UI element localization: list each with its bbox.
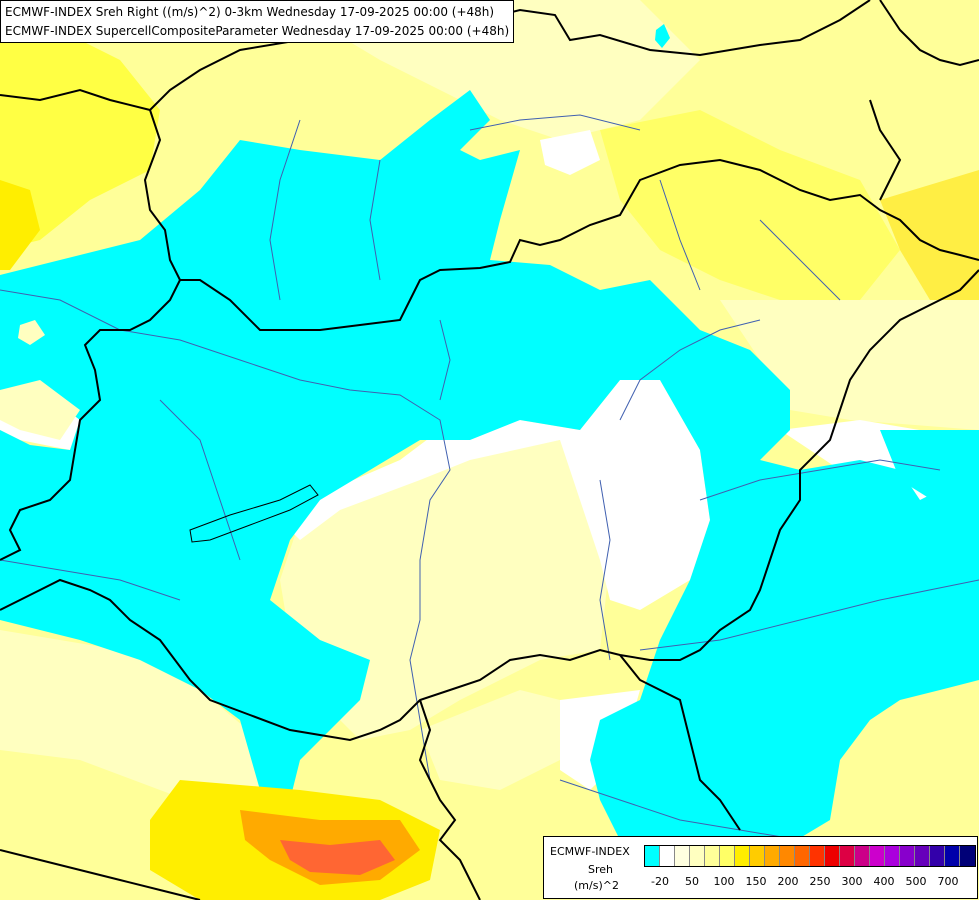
legend-color-swatches	[644, 845, 976, 867]
border-west	[0, 279, 181, 561]
white-area-north	[540, 130, 600, 175]
legend-tick-labels: -20 50 100 150 200 250 300 400 500 700	[644, 875, 967, 889]
legend-variable: Sreh	[588, 863, 614, 876]
legend-swatch	[870, 846, 885, 866]
river-5	[699, 459, 941, 501]
river-9	[369, 159, 381, 281]
legend-tick-label: 300	[841, 875, 863, 888]
title-line-scp: ECMWF-INDEX SupercellCompositeParameter …	[5, 24, 510, 38]
legend-swatch	[750, 846, 765, 866]
legend-swatch	[915, 846, 930, 866]
legend-swatch	[930, 846, 945, 866]
legend-swatch	[885, 846, 900, 866]
red-core-south	[280, 840, 395, 875]
legend-swatch	[645, 846, 660, 866]
river-1	[0, 289, 451, 781]
legend-tick-label: 50	[685, 875, 699, 888]
legend-swatch	[705, 846, 720, 866]
legend-swatch	[960, 846, 975, 866]
border-north-4	[869, 99, 902, 201]
pale-patch-small	[18, 320, 45, 345]
legend-swatch	[840, 846, 855, 866]
legend-swatch	[780, 846, 795, 866]
river-10	[469, 114, 641, 131]
legend-swatch	[825, 846, 840, 866]
river-3	[599, 479, 611, 661]
pale-area-south	[420, 690, 560, 790]
border-south-2	[619, 654, 741, 831]
legend-swatch	[855, 846, 870, 866]
legend-swatch	[735, 846, 750, 866]
map-title-box: ECMWF-INDEX Sreh Right ((m/s)^2) 0-3km W…	[0, 0, 515, 43]
legend-tick-label: 150	[745, 875, 767, 888]
lake	[189, 484, 319, 543]
legend-tick-label: 700	[937, 875, 959, 888]
river-11	[559, 779, 801, 841]
legend-swatch	[810, 846, 825, 866]
yellow-area-northeast	[600, 110, 900, 300]
river-2	[439, 319, 451, 401]
legend-swatch	[795, 846, 810, 866]
legend-swatch	[660, 846, 675, 866]
river-4	[619, 319, 761, 421]
river-13	[659, 179, 701, 291]
legend-tick-label: 500	[905, 875, 927, 888]
border-north-2	[143, 109, 979, 331]
border-south-1	[418, 699, 481, 900]
pale-area-southwest	[0, 630, 280, 820]
title-line-sreh: ECMWF-INDEX Sreh Right ((m/s)^2) 0-3km W…	[5, 5, 495, 19]
border-south-3	[0, 849, 201, 900]
legend-swatch	[675, 846, 690, 866]
legend-swatch	[900, 846, 915, 866]
legend-swatch	[720, 846, 735, 866]
river-6	[639, 579, 979, 651]
gold-area-west-edge	[0, 180, 40, 270]
legend-swatch	[690, 846, 705, 866]
legend-unit: (m/s)^2	[574, 879, 619, 892]
legend-tick-label: -20	[651, 875, 669, 888]
river-7	[159, 399, 241, 561]
legend-swatch	[945, 846, 960, 866]
cyan-sreh-negative-east-inner	[880, 430, 979, 505]
legend-tick-label: 400	[873, 875, 895, 888]
cyan-small-spot-north	[655, 24, 670, 48]
border-east	[0, 269, 979, 742]
river-14	[759, 219, 841, 301]
color-legend: ECMWF-INDEX Sreh (m/s)^2 -20 50 100 150 200 2…	[543, 836, 978, 899]
legend-tick-label: 250	[809, 875, 831, 888]
gold-area-northwest	[0, 30, 160, 250]
pale-patch-west	[0, 380, 80, 440]
legend-title: ECMWF-INDEX	[550, 845, 630, 858]
cyan-sreh-negative-main	[0, 90, 979, 860]
rivers	[0, 114, 979, 841]
legend-tick-label: 100	[713, 875, 735, 888]
border-north-3	[879, 0, 979, 67]
legend-swatch	[765, 846, 780, 866]
river-12	[0, 559, 181, 601]
white-area-central	[290, 380, 710, 610]
legend-tick-label: 200	[777, 875, 799, 888]
river-8	[269, 119, 301, 301]
